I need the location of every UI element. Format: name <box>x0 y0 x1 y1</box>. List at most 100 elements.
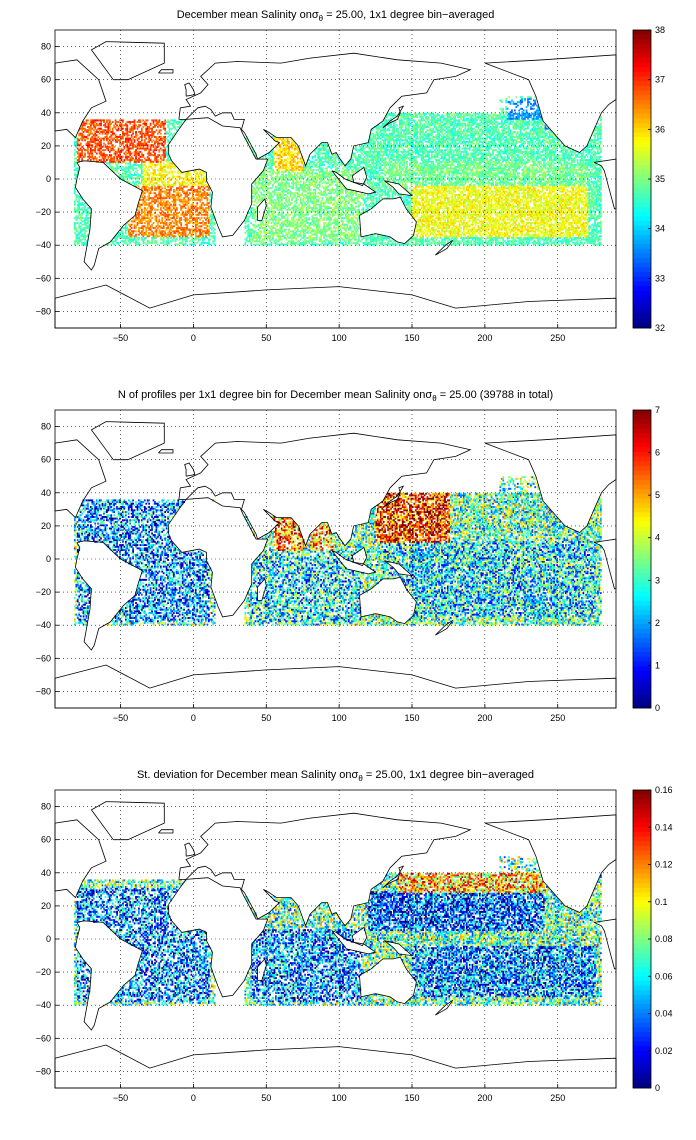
data-cell <box>126 132 129 135</box>
data-cell <box>89 150 92 153</box>
data-cell <box>264 187 267 190</box>
data-cell <box>168 213 171 216</box>
data-cell <box>187 170 190 173</box>
data-cell <box>164 205 167 208</box>
data-cell <box>159 213 162 216</box>
data-cell <box>110 130 113 133</box>
data-cell <box>167 225 169 228</box>
data-cell <box>103 137 105 140</box>
data-cell <box>122 236 124 239</box>
data-cell <box>113 243 116 246</box>
data-cell <box>196 223 199 226</box>
data-cell <box>171 185 174 188</box>
data-cell <box>272 190 274 193</box>
data-cell <box>267 170 270 173</box>
data-cell <box>205 192 207 195</box>
data-cell <box>107 145 110 148</box>
data-cell <box>149 225 152 228</box>
data-cell <box>111 160 114 163</box>
data-cell <box>127 152 130 155</box>
data-cell <box>181 180 184 183</box>
data-cell <box>149 197 152 200</box>
data-cell <box>151 240 153 243</box>
data-cell <box>146 203 149 206</box>
data-cell <box>266 217 269 220</box>
data-cell <box>175 230 178 233</box>
data-cell <box>203 197 206 200</box>
data-cell <box>73 228 76 231</box>
data-cell <box>202 192 204 195</box>
data-cell <box>273 207 276 210</box>
data-cell <box>152 126 155 128</box>
data-cell <box>200 203 203 206</box>
data-cell <box>143 238 146 241</box>
data-cell <box>275 241 277 244</box>
data-cell <box>256 205 258 208</box>
data-cell <box>165 145 168 148</box>
data-cell <box>266 198 269 201</box>
data-cell <box>135 162 137 165</box>
data-cell <box>154 198 156 201</box>
data-cell <box>152 235 155 238</box>
data-cell <box>159 175 162 178</box>
data-cell <box>79 149 82 152</box>
data-cell <box>159 162 162 165</box>
data-cell <box>164 220 167 223</box>
data-cell <box>129 154 132 157</box>
data-cell <box>206 236 209 239</box>
data-cell <box>78 205 81 208</box>
data-cell <box>197 217 200 220</box>
data-cell <box>76 167 79 170</box>
data-cell <box>273 217 276 220</box>
data-cell <box>100 145 102 148</box>
data-cell <box>162 240 165 243</box>
data-cell <box>108 124 111 127</box>
data-cell <box>104 144 107 147</box>
data-cell <box>154 135 156 138</box>
data-cell <box>108 145 111 148</box>
data-cell <box>208 230 210 233</box>
data-cell <box>79 137 82 140</box>
data-cell <box>261 182 264 185</box>
data-cell <box>142 228 145 231</box>
data-cell <box>193 241 196 244</box>
data-cell <box>78 233 81 236</box>
data-cell <box>250 212 253 215</box>
data-cell <box>126 157 129 160</box>
data-cell <box>251 213 254 216</box>
data-cell <box>97 142 100 145</box>
data-cell <box>76 170 79 173</box>
data-cell <box>205 208 207 211</box>
data-cell <box>79 155 82 158</box>
data-cell <box>263 190 266 193</box>
data-cell <box>167 188 169 191</box>
data-cell <box>73 188 76 191</box>
data-cell <box>101 132 104 135</box>
data-cell <box>157 222 159 224</box>
data-cell <box>143 149 146 152</box>
data-cell <box>133 238 136 241</box>
data-cell <box>161 197 164 200</box>
data-cell <box>161 167 164 170</box>
data-cell <box>173 164 175 167</box>
data-cell <box>177 193 180 196</box>
data-cell <box>107 130 110 133</box>
data-cell <box>129 172 132 175</box>
data-cell <box>194 180 197 183</box>
data-cell <box>76 172 79 175</box>
data-cell <box>146 174 149 176</box>
data-cell <box>148 198 151 201</box>
data-cell <box>139 218 142 221</box>
data-cell <box>200 177 203 180</box>
data-cell <box>92 124 95 127</box>
data-cell <box>199 231 202 234</box>
data-cell <box>75 145 78 148</box>
data-cell <box>76 147 79 150</box>
data-cell <box>145 231 148 234</box>
data-cell <box>175 208 178 211</box>
data-cell <box>78 241 81 244</box>
data-cell <box>155 193 158 196</box>
data-cell <box>263 183 266 186</box>
data-cell <box>164 142 167 145</box>
data-cell <box>85 212 88 215</box>
